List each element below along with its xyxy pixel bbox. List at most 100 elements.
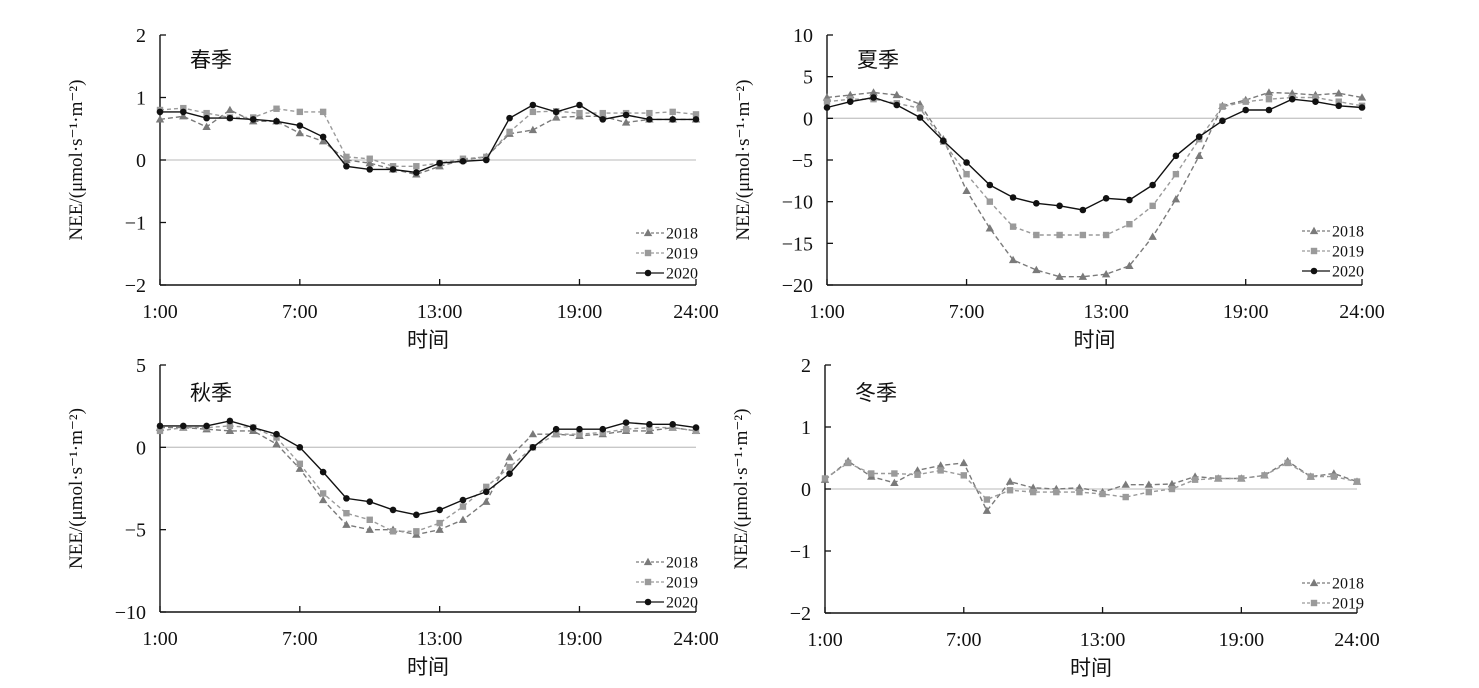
series-2020: [156, 417, 700, 519]
data-point-2018: [936, 461, 945, 469]
series-line-2019: [826, 96, 1363, 236]
legend: 2018 2019: [1302, 576, 1364, 613]
data-point-2018: [1125, 261, 1134, 269]
data-point-2019: [576, 430, 583, 438]
x-tick-label: 7:00: [282, 628, 318, 650]
data-point-2020: [1102, 195, 1110, 202]
data-point-2020: [203, 114, 210, 122]
data-point-2020: [893, 101, 901, 109]
data-point-2019: [576, 109, 583, 117]
data-point-2018: [1032, 265, 1041, 274]
data-point-2020: [482, 488, 490, 496]
x-tick-label: 24:00: [1334, 629, 1380, 651]
legend-marker: [644, 578, 652, 586]
x-axis-title: 时间: [1074, 328, 1116, 352]
season-title: 春季: [190, 48, 232, 72]
x-tick-label: 1:00: [809, 301, 845, 323]
legend-label: 2019: [666, 575, 698, 592]
data-point-2018: [1005, 477, 1015, 485]
series-2019: [821, 459, 1361, 503]
data-point-2020: [1242, 106, 1249, 114]
y-tick-label: 0: [803, 108, 813, 130]
data-point-2018: [1167, 479, 1177, 488]
data-point-2019: [1029, 488, 1037, 496]
data-point-2019: [1335, 98, 1342, 105]
data-point-2018: [365, 525, 374, 533]
data-point-2020: [249, 424, 257, 431]
data-point-2019: [1353, 478, 1361, 485]
data-point-2019: [1145, 488, 1153, 496]
data-point-2020: [1126, 196, 1133, 204]
data-point-2019: [483, 483, 490, 491]
y-tick-label: −2: [125, 275, 146, 297]
legend-marker: [1309, 578, 1319, 587]
data-point-2020: [506, 470, 513, 477]
data-point-2019: [891, 470, 898, 477]
data-point-2020: [576, 101, 583, 109]
y-tick-label: 0: [136, 150, 146, 172]
data-point-2018: [155, 115, 165, 123]
data-point-2018: [985, 224, 995, 232]
data-point-2020: [1172, 152, 1180, 160]
data-point-2019: [646, 109, 653, 117]
data-point-2019: [529, 108, 537, 116]
x-tick-label: 13:00: [417, 628, 463, 650]
data-point-2020: [963, 159, 970, 166]
x-axis-title: 时间: [407, 328, 449, 352]
legend-label: 2019: [666, 246, 698, 263]
legend-label: 2018: [1332, 576, 1364, 593]
data-point-2020: [180, 108, 187, 116]
y-tick-label: −1: [125, 213, 146, 235]
data-point-2020: [669, 116, 676, 123]
series-2020: [156, 101, 700, 176]
y-axis-title: NEE/(μmol·s⁻¹·m⁻²): [733, 80, 754, 241]
data-point-2019: [1215, 475, 1222, 482]
data-point-2020: [203, 422, 210, 430]
data-point-2019: [1242, 98, 1249, 105]
data-point-2020: [1149, 181, 1156, 189]
data-point-2018: [1171, 194, 1181, 203]
data-point-2020: [669, 420, 676, 428]
data-point-2018: [528, 125, 538, 134]
y-tick-label: −20: [782, 275, 813, 297]
data-point-2020: [156, 108, 164, 116]
y-tick-label: 5: [803, 67, 813, 89]
y-tick-label: −10: [115, 602, 146, 624]
data-point-2020: [366, 498, 374, 505]
x-tick-label: 7:00: [949, 301, 985, 323]
data-point-2018: [962, 186, 971, 194]
data-point-2020: [599, 425, 607, 433]
data-point-2020: [343, 162, 350, 170]
data-point-2020: [506, 114, 513, 122]
data-point-2019: [1099, 490, 1106, 498]
data-point-2020: [273, 430, 280, 438]
data-point-2019: [366, 155, 373, 162]
series-line-2020: [160, 420, 697, 516]
data-point-2020: [846, 98, 854, 105]
data-point-2020: [552, 425, 560, 433]
data-point-2018: [458, 515, 468, 523]
x-tick-label: 13:00: [1080, 629, 1126, 651]
data-point-2020: [916, 114, 924, 121]
data-point-2020: [319, 133, 327, 141]
y-tick-label: −15: [782, 233, 813, 255]
season-title: 冬季: [855, 381, 897, 405]
data-point-2018: [318, 495, 328, 504]
data-point-2018: [1148, 232, 1157, 240]
data-point-2019: [343, 153, 350, 161]
season-title: 夏季: [857, 48, 899, 72]
data-point-2018: [225, 426, 235, 435]
data-point-2020: [273, 117, 280, 125]
data-point-2020: [319, 468, 327, 476]
data-point-2018: [295, 464, 305, 472]
data-point-2019: [1076, 488, 1083, 496]
y-tick-label: 10: [793, 25, 813, 47]
data-point-2019: [1261, 472, 1268, 479]
series-line-2018: [160, 426, 697, 536]
x-tick-label: 1:00: [807, 629, 843, 651]
data-point-2019: [669, 108, 676, 116]
data-point-2019: [1056, 231, 1063, 239]
data-point-2020: [529, 101, 537, 109]
data-point-2020: [986, 181, 994, 189]
data-point-2020: [389, 166, 397, 173]
